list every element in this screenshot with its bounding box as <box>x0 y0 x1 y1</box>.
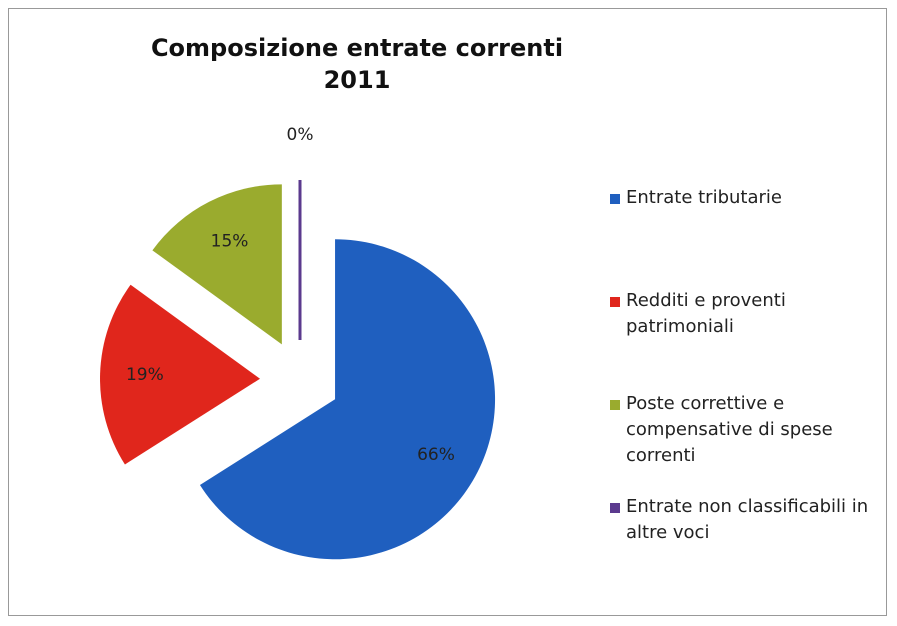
legend-entry: Entrate non classificabili in altre voci <box>610 494 880 597</box>
legend: Entrate tributarie Redditi e proventi pat… <box>610 185 880 597</box>
pie-slice <box>100 284 261 465</box>
legend-entry: Redditi e proventi patrimoniali <box>610 288 880 391</box>
chart-title: Composizione entrate correnti <box>151 34 563 62</box>
legend-swatch <box>610 194 620 204</box>
legend-entry: Poste correttive e compensative di spese… <box>610 391 880 494</box>
legend-swatch <box>610 400 620 410</box>
legend-label: Entrate tributarie <box>626 187 782 208</box>
legend-swatch <box>610 297 620 307</box>
data-label: 19% <box>126 365 164 385</box>
chart-frame <box>8 8 887 616</box>
legend-label: Entrate non classificabili in altre voci <box>626 496 869 543</box>
legend-label: Poste correttive e compensative di spese… <box>626 393 833 466</box>
legend-entry: Entrate tributarie <box>610 185 880 288</box>
chart-title: 2011 <box>324 66 391 94</box>
data-label: 66% <box>417 445 455 465</box>
data-label: 0% <box>287 125 314 145</box>
legend-label: Redditi e proventi patrimoniali <box>626 290 786 337</box>
legend-swatch <box>610 503 620 513</box>
pie-slice <box>152 184 282 345</box>
data-label: 15% <box>211 232 249 252</box>
pie-slice <box>199 239 496 560</box>
